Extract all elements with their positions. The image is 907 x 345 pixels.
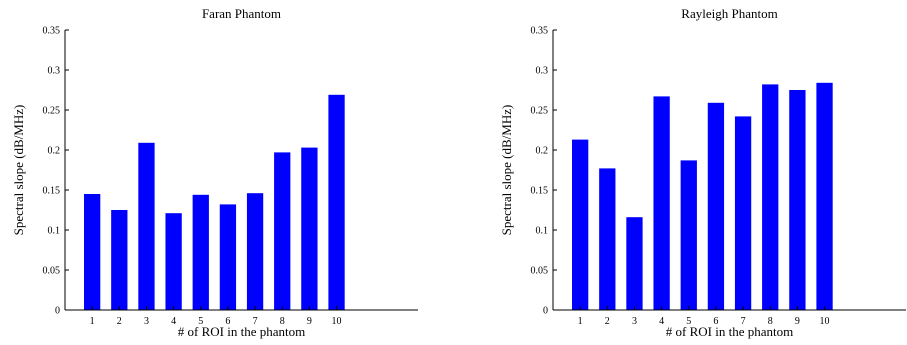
bar-4 [165,213,182,310]
y-tick-label: 0 [55,306,60,317]
bar-10 [816,82,833,310]
y-tick-label: 0.35 [531,26,549,37]
bar-3 [626,217,643,310]
x-tick-label: 9 [795,316,800,327]
x-tick-label: 1 [578,316,583,327]
bar-5 [192,194,209,310]
y-tick-label: 0.35 [43,26,61,37]
x-tick-label: 6 [225,316,230,327]
y-tick-label: 0.15 [531,186,549,197]
bar-7 [246,193,264,310]
y-tick-label: 0.2 [48,146,61,157]
x-tick-label: 4 [171,316,176,327]
bar-6 [219,204,237,310]
x-tick-label: 10 [820,316,830,327]
x-tick-label: 3 [632,316,637,327]
chart-title: Rayleigh Phantom [681,6,777,21]
bar-8 [762,84,779,311]
bar-2 [111,210,128,310]
x-tick-label: 9 [307,316,312,327]
x-tick-label: 5 [686,316,691,327]
y-tick-label: 0 [543,306,548,317]
x-tick-label: 10 [332,316,342,327]
bar-5 [680,160,697,310]
x-tick-label: 8 [768,316,773,327]
y-tick-label: 0.1 [48,226,61,237]
y-tick-label: 0.3 [536,66,549,77]
x-axis-title: # of ROI in the phantom [178,324,305,339]
y-tick-label: 0.25 [43,106,61,117]
x-tick-label: 4 [659,316,664,327]
y-tick-label: 0.1 [536,226,549,237]
chart-panel-1: 0 0.05 0.1 0.15 0.2 0.25 0.3 0.35 1 2 3 4 5 6 7 8 9 10 Far… [11,6,418,339]
x-tick-label: 7 [741,316,746,327]
y-axis-title: Spectral slope (dB/MHz) [499,105,514,236]
chart-title: Faran Phantom [202,6,281,21]
bar-9 [789,90,806,310]
bar-7 [734,116,752,311]
x-tick-label: 8 [280,316,285,327]
x-tick-label: 3 [144,316,149,327]
x-tick-label: 7 [253,316,258,327]
x-tick-label: 1 [90,316,95,327]
bar-1 [572,139,589,310]
y-tick-label: 0.05 [43,266,61,277]
bar-2 [599,168,616,310]
x-tick-label: 2 [117,316,122,327]
y-tick-label: 0.3 [48,66,61,77]
x-tick-label: 5 [198,316,203,327]
bar-1 [84,194,101,310]
x-axis-title: # of ROI in the phantom [666,324,793,339]
bar-3 [138,142,155,310]
x-tick-label: 6 [713,316,718,327]
y-tick-label: 0.25 [531,106,549,117]
y-axis-title: Spectral slope (dB/MHz) [11,105,26,236]
bar-9 [301,147,318,310]
bar-8 [274,152,291,310]
bar-6 [707,102,725,310]
x-tick-label: 2 [605,316,610,327]
y-tick-label: 0.15 [43,186,61,197]
bar-10 [328,94,345,310]
y-tick-label: 0.05 [531,266,549,277]
chart-panel-2: 0 0.05 0.1 0.15 0.2 0.25 0.3 0.35 1 2 3 4 5 6 7 8 9 10 Ray… [499,6,906,339]
y-tick-label: 0.2 [536,146,549,157]
bar-4 [653,96,670,311]
